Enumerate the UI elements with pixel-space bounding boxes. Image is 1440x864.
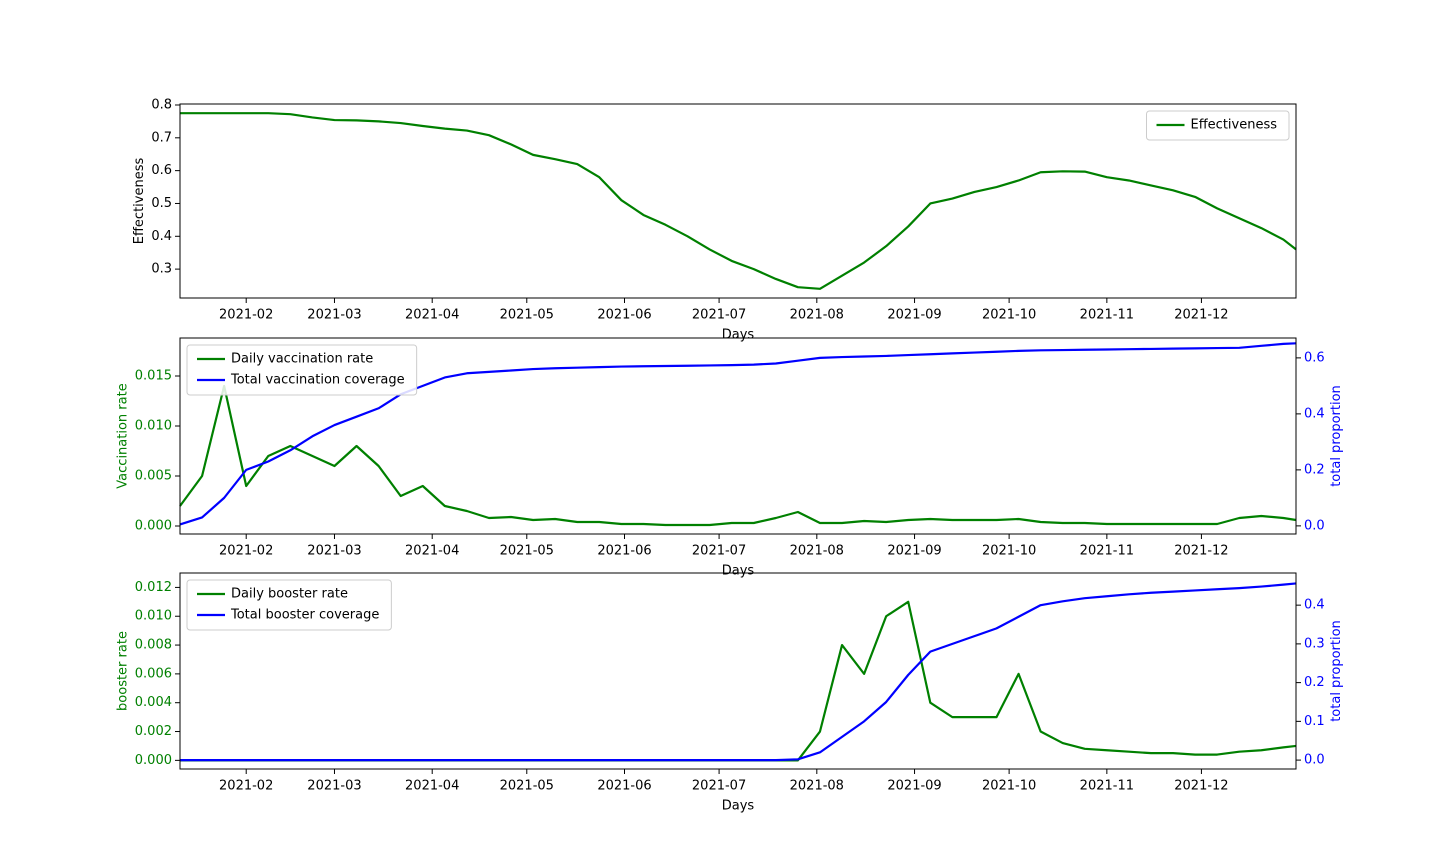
x-tick-label: 2021-04: [405, 308, 459, 323]
data-line: [179, 384, 1297, 527]
x-axis-label: Days: [722, 564, 755, 579]
y-axis-label: total proportion: [1329, 385, 1344, 487]
x-tick-label: 2021-06: [597, 544, 651, 559]
x-tick-label: 2021-02: [219, 308, 273, 323]
y-tick-label: 0.012: [135, 580, 172, 595]
plot-frame: [179, 103, 1297, 299]
x-tick-label: 2021-05: [500, 308, 554, 323]
x-tick-label: 2021-05: [500, 779, 554, 794]
y-tick-label: 0.5: [151, 196, 172, 211]
y-tick-label: 0.010: [135, 609, 172, 624]
y-tick-label: 0.0: [1304, 518, 1325, 533]
x-tick-label: 2021-09: [887, 308, 941, 323]
data-line: [180, 582, 1297, 762]
y-tick-label: 0.004: [135, 695, 172, 710]
y-tick-label: 0.8: [151, 97, 172, 112]
y-tick-label: 0.7: [151, 130, 172, 145]
y-tick-label: 0.2: [1304, 462, 1325, 477]
legend-label: Total booster coverage: [230, 608, 379, 623]
y-tick-label: 0.6: [1304, 350, 1325, 365]
legend-label: Effectiveness: [1191, 118, 1278, 133]
x-tick-label: 2021-10: [982, 308, 1036, 323]
x-tick-label: 2021-04: [405, 779, 459, 794]
x-axis-label: Days: [722, 328, 755, 343]
y-tick-label: 0.4: [1304, 598, 1325, 613]
legend-box: [1146, 110, 1290, 141]
x-tick-label: 2021-05: [500, 544, 554, 559]
y-tick-label: 0.000: [135, 753, 172, 768]
y-tick-label: 0.000: [135, 519, 172, 534]
x-tick-label: 2021-12: [1174, 544, 1228, 559]
x-tick-label: 2021-10: [982, 544, 1036, 559]
y-tick-label: 0.3: [151, 262, 172, 277]
y-tick-label: 0.4: [1304, 406, 1325, 421]
x-tick-label: 2021-08: [790, 779, 844, 794]
y-axis-label: Effectiveness: [132, 158, 147, 245]
x-tick-label: 2021-09: [887, 544, 941, 559]
x-tick-label: 2021-02: [219, 544, 273, 559]
y-tick-label: 0.1: [1304, 714, 1325, 729]
x-tick-label: 2021-06: [597, 779, 651, 794]
legend-label: Daily vaccination rate: [231, 352, 373, 367]
x-tick-label: 2021-12: [1174, 308, 1228, 323]
legend-label: Daily booster rate: [231, 587, 348, 602]
legend: Daily vaccination rate Total vaccination …: [186, 344, 418, 396]
x-tick-label: 2021-11: [1080, 779, 1134, 794]
y-tick-label: 0.015: [135, 369, 172, 384]
y-axis-label: booster rate: [115, 631, 130, 711]
x-tick-label: 2021-06: [597, 308, 651, 323]
y-axis-label: Vaccination rate: [115, 383, 130, 488]
legend: Daily booster rate Total booster coverage: [186, 579, 392, 631]
plot-frame: [179, 337, 1297, 535]
x-tick-label: 2021-12: [1174, 779, 1228, 794]
x-tick-label: 2021-11: [1080, 544, 1134, 559]
x-tick-label: 2021-03: [307, 308, 361, 323]
x-tick-label: 2021-07: [692, 544, 746, 559]
x-tick-label: 2021-07: [692, 308, 746, 323]
y-tick-label: 0.010: [135, 419, 172, 434]
legend-box: [186, 579, 392, 631]
x-tick-label: 2021-07: [692, 779, 746, 794]
x-tick-label: 2021-03: [307, 544, 361, 559]
y-tick-label: 0.2: [1304, 675, 1325, 690]
x-axis-label: Days: [722, 799, 755, 814]
x-tick-label: 2021-02: [219, 779, 273, 794]
data-line: [180, 112, 1297, 290]
x-tick-label: 2021-08: [790, 544, 844, 559]
legend-label: Total vaccination coverage: [230, 373, 405, 388]
y-axis-label: total proportion: [1329, 620, 1344, 722]
legend: Effectiveness: [1146, 110, 1290, 141]
y-tick-label: 0.4: [151, 229, 172, 244]
legend-box: [186, 344, 418, 396]
data-line: [179, 342, 1297, 526]
y-tick-label: 0.6: [151, 163, 172, 178]
plot-frame: [179, 572, 1297, 770]
x-tick-label: 2021-08: [790, 308, 844, 323]
x-tick-label: 2021-09: [887, 779, 941, 794]
y-tick-label: 0.3: [1304, 636, 1325, 651]
x-tick-label: 2021-03: [307, 779, 361, 794]
x-tick-label: 2021-11: [1080, 308, 1134, 323]
x-tick-label: 2021-04: [405, 544, 459, 559]
y-tick-label: 0.006: [135, 666, 172, 681]
subplot: 2021-02 2021-03 2021-04 2021-05 2021-06 2021-…: [115, 337, 1344, 579]
subplot: 2021-02 2021-03 2021-04 2021-05 2021-06 2021-…: [115, 572, 1344, 814]
y-tick-label: 0.008: [135, 638, 172, 653]
x-tick-label: 2021-10: [982, 779, 1036, 794]
y-tick-label: 0.005: [135, 469, 172, 484]
y-tick-label: 0.002: [135, 724, 172, 739]
y-tick-label: 0.0: [1304, 753, 1325, 768]
subplot: 2021-02 2021-03 2021-04 2021-05 2021-06 2021-…: [132, 97, 1297, 343]
